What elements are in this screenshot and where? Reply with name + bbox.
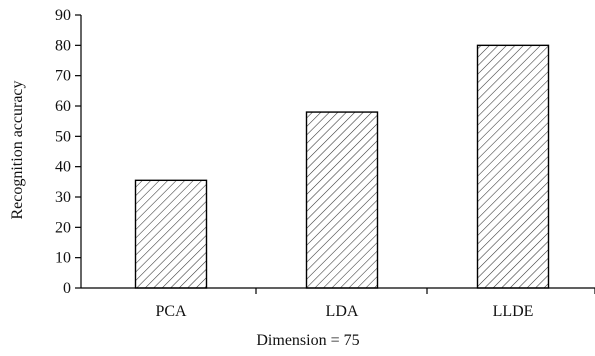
y-tick-label-10: 10: [55, 250, 71, 267]
axes-layer: [80, 15, 595, 289]
x-tick-label-pca: PCA: [155, 303, 187, 320]
y-tick-label-20: 20: [55, 219, 71, 236]
y-tick-label-50: 50: [55, 128, 71, 145]
x-axis-title: Dimension = 75: [256, 332, 359, 349]
y-axis-title: Recognition accuracy: [9, 80, 26, 219]
bars-layer: [134, 44, 550, 289]
y-tick-label-70: 70: [55, 68, 71, 85]
y-tick-label-40: 40: [55, 159, 71, 176]
x-tick-label-llde: LLDE: [493, 303, 534, 320]
y-tick-label-30: 30: [55, 189, 71, 206]
x-tick-label-lda: LDA: [326, 303, 359, 320]
bar-llde: [476, 44, 550, 289]
y-tick-label-90: 90: [55, 7, 71, 24]
y-tick-label-60: 60: [55, 98, 71, 115]
bar-lda: [305, 111, 379, 289]
y-tick-label-80: 80: [55, 37, 71, 54]
bar-pca: [134, 179, 208, 289]
ticks-layer: 0 10 20 30 40 50 60 70 80 90 PCA LDA LLDE: [55, 7, 595, 320]
y-tick-label-0: 0: [63, 280, 71, 297]
